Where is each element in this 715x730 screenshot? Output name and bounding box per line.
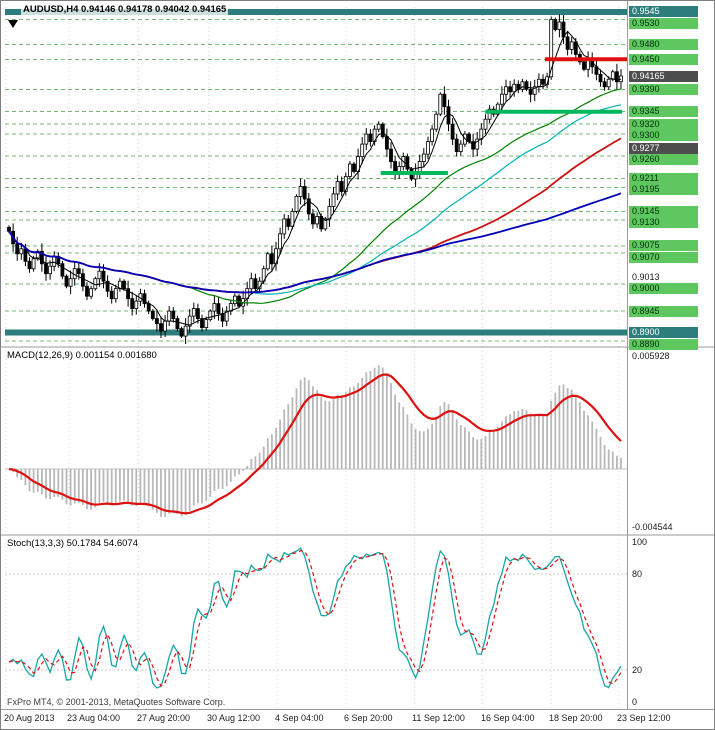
ma-red-line xyxy=(8,137,622,294)
horizontal-level-lines xyxy=(5,19,627,342)
ma-blue-line xyxy=(8,192,622,294)
stoch-main-line xyxy=(8,547,622,689)
chart-shift-marker-icon xyxy=(8,20,18,28)
chart-title: AUDUSD,H4 0.94146 0.94178 0.94042 0.9416… xyxy=(21,4,229,15)
macd-indicator-label: MACD(12,26,9) 0.001154 0.001680 xyxy=(7,350,157,361)
trend-line-segments[interactable] xyxy=(380,57,627,175)
macd-signal-line xyxy=(8,373,622,515)
horizontal-band-lines[interactable] xyxy=(5,9,627,336)
stoch-indicator-label: Stoch(13,3,3) 50.1784 54.6074 xyxy=(7,538,138,549)
copyright-text: FxPro MT4, © 2001-2013, MetaQuotes Softw… xyxy=(7,697,226,707)
macd-histogram xyxy=(12,365,622,517)
stoch-signal-line xyxy=(8,550,622,687)
ma-fast-line xyxy=(8,30,622,326)
